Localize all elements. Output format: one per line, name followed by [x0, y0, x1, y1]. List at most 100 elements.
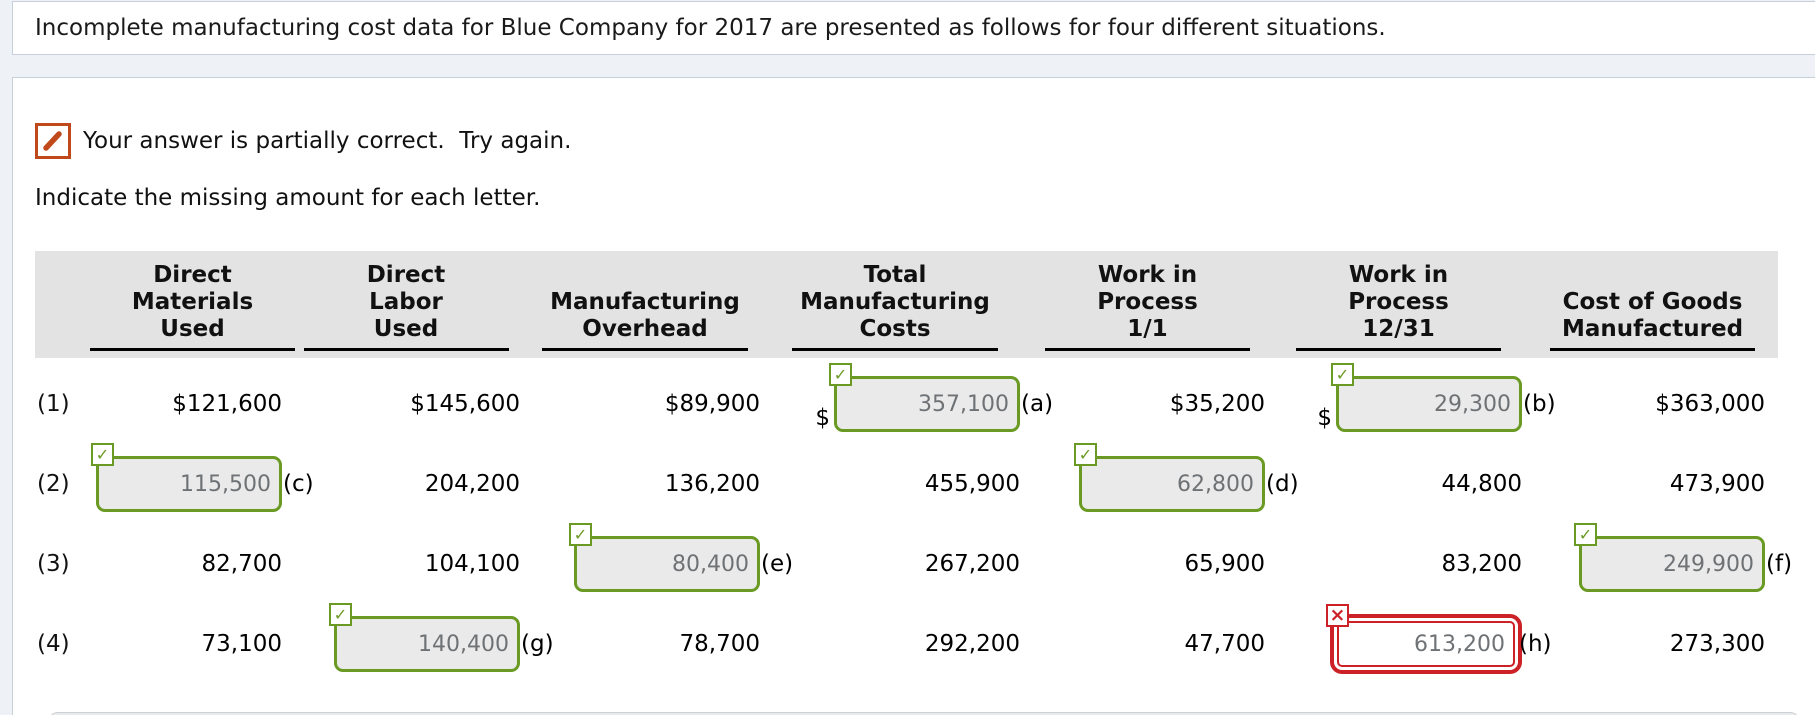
dollar-sign: $ — [1317, 405, 1332, 431]
dollar-sign: $ — [815, 405, 830, 431]
header-line: Used — [373, 316, 439, 342]
question-panel: Your answer is partially correct. Try ag… — [12, 77, 1815, 715]
answer-field-c: ✓ (c) — [91, 443, 314, 512]
header-line: Process — [1348, 289, 1449, 315]
header-line: Work in — [1097, 262, 1198, 288]
table-cell: $145,600 — [287, 391, 525, 417]
table-row: (3) 82,700 104,100 ✓ (e) 267,200 65,900 83,200 ✓… — [35, 523, 1792, 604]
answer-letter: (d) — [1266, 471, 1299, 497]
cell-value: 83,200 — [1441, 551, 1522, 577]
row-label: (2) — [37, 471, 70, 497]
check-icon: ✓ — [1331, 363, 1354, 386]
cell-value: $35,200 — [1169, 391, 1265, 417]
table-cell: ✓ (d) — [1025, 443, 1299, 512]
answer-letter: (e) — [761, 551, 794, 577]
feedback-message: Your answer is partially correct. Try ag… — [83, 128, 572, 154]
table-cell: 47,700 — [1025, 631, 1270, 657]
check-icon: ✓ — [829, 363, 852, 386]
table-row: (2) ✓ (c) 204,200 136,200 455,900 ✓ (d) 44,800 47… — [35, 443, 1778, 524]
header-cell-cost-of-goods-manufactured: Cost of Goods Manufactured — [1527, 289, 1778, 351]
cell-value: 78,700 — [679, 631, 760, 657]
table-cell: $35,200 — [1025, 391, 1270, 417]
feedback-row: Your answer is partially correct. Try ag… — [35, 123, 1815, 159]
header-line: Direct — [153, 262, 232, 288]
header-line: Total — [863, 262, 927, 288]
table-cell: ✓ $ (a) — [765, 363, 1053, 432]
answer-input-d[interactable] — [1079, 456, 1265, 512]
header-cell-total-manufacturing-costs: Total Manufacturing Costs — [765, 262, 1025, 351]
cell-value: $145,600 — [410, 391, 520, 417]
table-cell: ✓ (f) — [1527, 523, 1792, 592]
header-line: Costs — [859, 316, 931, 342]
answer-input-c[interactable] — [96, 456, 282, 512]
header-line: Cost of Goods — [1562, 289, 1743, 315]
header-line: Overhead — [582, 316, 708, 342]
table-cell: ✓ $ (b) — [1270, 363, 1556, 432]
cell-value: 104,100 — [424, 551, 520, 577]
table-cell: 136,200 — [525, 471, 765, 497]
table-cell: ✓ (c) — [90, 443, 314, 512]
answer-field-b: ✓ $ (b) — [1317, 363, 1556, 432]
answer-field-a: ✓ $ (a) — [815, 363, 1053, 432]
header-line: Used — [160, 316, 225, 342]
answer-input-b[interactable] — [1336, 376, 1522, 432]
header-line: Labor — [369, 289, 443, 315]
check-icon: ✓ — [569, 523, 592, 546]
cell-value: 73,100 — [201, 631, 282, 657]
table-cell: 83,200 — [1270, 551, 1527, 577]
header-label-direct-labor-used: Direct Labor Used — [303, 262, 509, 351]
table-cell: $121,600 — [90, 391, 287, 417]
table-cell: 273,300 — [1527, 631, 1778, 657]
header-label-work-in-process-1-1: Work in Process 1/1 — [1045, 262, 1250, 351]
answer-field-g: ✓ (g) — [329, 603, 554, 672]
cell-value: 273,300 — [1669, 631, 1765, 657]
answer-field-h: × (h) — [1326, 604, 1552, 674]
table-cell: ✓ (g) — [287, 603, 554, 672]
header-line: Process — [1097, 289, 1198, 315]
header-line: Manufactured — [1561, 316, 1744, 342]
answer-input-a[interactable] — [834, 376, 1020, 432]
table-cell: 104,100 — [287, 551, 525, 577]
table-cell: ✓ (e) — [525, 523, 793, 592]
cell-value: 455,900 — [924, 471, 1020, 497]
table-cell: 204,200 — [287, 471, 525, 497]
row-label: (3) — [37, 551, 70, 577]
answer-field-f: ✓ (f) — [1574, 523, 1792, 592]
header-cell-work-in-process-12-31: Work in Process 12/31 — [1270, 262, 1527, 351]
answer-input-f[interactable] — [1579, 536, 1765, 592]
table-cell: $363,000 — [1527, 391, 1778, 417]
header-line: 12/31 — [1362, 316, 1435, 342]
header-label-total-manufacturing-costs: Total Manufacturing Costs — [792, 262, 998, 351]
table-cell: 44,800 — [1270, 471, 1527, 497]
answer-letter: (h) — [1519, 631, 1552, 657]
intro-text: Incomplete manufacturing cost data for B… — [35, 15, 1386, 41]
table-cell: 455,900 — [765, 471, 1025, 497]
header-line: Manufacturing — [550, 289, 740, 315]
pencil-icon — [35, 123, 71, 159]
table-row: (4) 73,100 ✓ (g) 78,700 292,200 47,700 × (h) 273,… — [35, 603, 1778, 684]
table-cell: × (h) — [1270, 604, 1552, 674]
header-cell-direct-labor-used: Direct Labor Used — [287, 262, 525, 351]
check-icon: ✓ — [1074, 443, 1097, 466]
answer-input-g[interactable] — [334, 616, 520, 672]
answer-letter: (f) — [1766, 551, 1793, 577]
x-icon: × — [1326, 604, 1349, 627]
row-label: (4) — [37, 631, 70, 657]
header-label-manufacturing-overhead: Manufacturing Overhead — [542, 289, 748, 351]
answer-input-h[interactable] — [1337, 621, 1515, 667]
table-cell: 73,100 — [90, 631, 287, 657]
table-row: (1) $121,600 $145,600 $89,900 ✓ $ (a) $35,200 ✓ $… — [35, 363, 1778, 444]
table-header-row: Direct Materials Used Direct Labor Used Manufa… — [35, 251, 1778, 358]
header-cell-work-in-process-1-1: Work in Process 1/1 — [1025, 262, 1270, 351]
header-line: Work in — [1348, 262, 1449, 288]
header-cell-manufacturing-overhead: Manufacturing Overhead — [525, 289, 765, 351]
table-cell: 65,900 — [1025, 551, 1270, 577]
cell-value: 65,900 — [1184, 551, 1265, 577]
answer-letter: (b) — [1523, 391, 1556, 417]
cell-value: 47,700 — [1184, 631, 1265, 657]
table-cell: 78,700 — [525, 631, 765, 657]
answer-input-e[interactable] — [574, 536, 760, 592]
answer-field-d: ✓ (d) — [1074, 443, 1299, 512]
cell-value: 204,200 — [424, 471, 520, 497]
answer-letter: (g) — [521, 631, 554, 657]
